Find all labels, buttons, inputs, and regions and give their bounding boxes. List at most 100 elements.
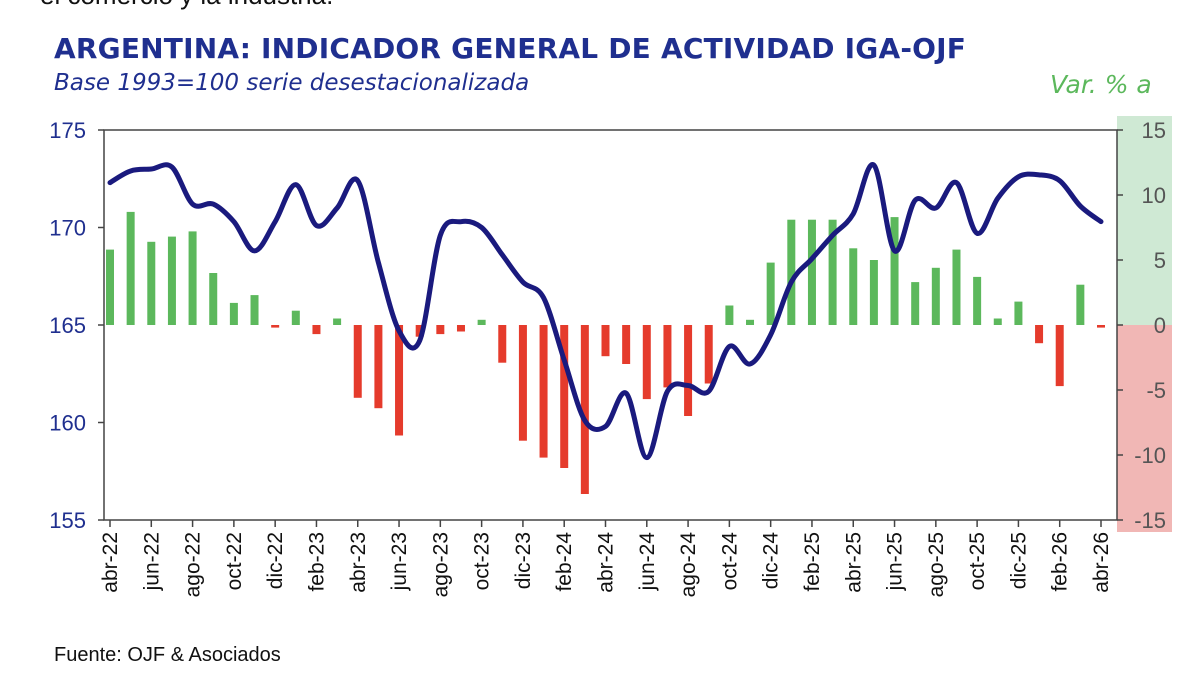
- x-axis-ticks: abr-22 jun-22 ago-22 oct-22 dic-22 feb-23 abr-…: [99, 520, 1113, 597]
- variation-bar: [539, 325, 548, 458]
- variation-bar: [993, 318, 1002, 325]
- variation-bar: [312, 325, 321, 335]
- variation-bar: [353, 325, 362, 398]
- variation-bar: [518, 325, 527, 441]
- x-axis-tick-label: abr-23: [347, 532, 370, 593]
- variation-bar: [642, 325, 651, 400]
- variation-bar: [167, 236, 176, 325]
- left-axis-tick-label: 155: [49, 508, 86, 533]
- x-axis-tick-label: jun-24: [636, 532, 659, 592]
- variation-bar: [291, 310, 300, 325]
- variation-bar: [766, 262, 775, 325]
- right-axis-ticks: 15 10 5 0 -5 -10 -15: [1117, 118, 1166, 533]
- x-axis-tick-label: oct-24: [718, 532, 741, 591]
- x-axis-tick-label: abr-24: [595, 532, 618, 593]
- left-axis-tick-label: 160: [49, 411, 86, 436]
- variation-bars: [106, 211, 1105, 494]
- activity-chart: 175 170 165 160 155 15 10 5 0 -5 -10 -15 abr-22 jun…: [49, 116, 1172, 597]
- variation-bar: [333, 318, 342, 325]
- right-axis-bands: [1117, 116, 1172, 532]
- variation-bar: [209, 273, 218, 325]
- right-axis-tick-label: -10: [1134, 443, 1166, 468]
- x-axis-tick-label: feb-25: [801, 532, 824, 592]
- right-axis-tick-label: 15: [1142, 118, 1166, 143]
- x-axis-tick-label: oct-23: [471, 532, 494, 590]
- variation-bar: [1035, 325, 1044, 344]
- variation-bar: [911, 282, 920, 325]
- x-axis-tick-label: ago-24: [677, 532, 700, 598]
- cropped-intro-text: el comercio y la industria.: [40, 0, 333, 11]
- variation-bar: [106, 249, 114, 325]
- x-axis-tick-label: jun-22: [140, 532, 163, 591]
- index-line-layer: [107, 162, 1104, 461]
- variation-bar: [415, 325, 424, 337]
- left-axis-tick-label: 175: [49, 118, 86, 143]
- variation-bar: [931, 267, 940, 325]
- right-axis-tick-label: -15: [1134, 508, 1166, 533]
- variation-bar: [828, 219, 837, 325]
- variation-bar: [1097, 325, 1105, 328]
- variation-bar: [622, 325, 631, 364]
- variation-bar: [477, 319, 486, 325]
- x-axis-tick-label: feb-26: [1049, 532, 1072, 592]
- right-axis-tick-label: -5: [1146, 378, 1166, 403]
- x-axis-tick-label: jun-25: [884, 532, 907, 591]
- variation-bar: [725, 305, 734, 325]
- right-axis-tick-label: 5: [1154, 248, 1166, 273]
- x-axis-tick-label: dic-23: [512, 532, 535, 589]
- left-axis-tick-label: 165: [49, 313, 86, 338]
- x-axis-tick-label: abr-26: [1090, 532, 1113, 593]
- x-axis-tick-label: ago-23: [429, 532, 452, 597]
- right-axis-title: Var. % a: [1050, 70, 1152, 99]
- variation-bar: [229, 302, 238, 325]
- variation-bar: [188, 231, 197, 325]
- variation-bar: [869, 260, 878, 325]
- variation-bar: [601, 325, 610, 357]
- variation-bar: [580, 325, 589, 494]
- variation-bar: [890, 217, 899, 325]
- left-axis-tick-label: 170: [49, 216, 86, 241]
- x-axis-tick-label: oct-22: [223, 532, 246, 590]
- variation-bar: [973, 276, 982, 325]
- variation-bar: [560, 325, 569, 468]
- variation-bar: [1076, 284, 1085, 325]
- x-axis-tick-label: jun-23: [388, 532, 411, 591]
- variation-bar: [126, 211, 135, 325]
- variation-bar: [952, 249, 961, 325]
- variation-bar: [704, 325, 713, 384]
- chart-title: ARGENTINA: INDICADOR GENERAL DE ACTIVIDA…: [54, 32, 967, 65]
- negative-band: [1117, 325, 1172, 532]
- left-axis-ticks: 175 170 165 160 155: [49, 118, 104, 533]
- source-note: Fuente: OJF & Asociados: [54, 644, 281, 666]
- variation-bar: [684, 325, 693, 416]
- variation-bar: [456, 325, 465, 332]
- x-axis-tick-label: abr-25: [842, 532, 865, 593]
- x-axis-tick-label: feb-24: [553, 532, 576, 592]
- variation-bar: [807, 219, 816, 325]
- variation-bar: [395, 325, 404, 436]
- right-axis-tick-label: 10: [1142, 183, 1166, 208]
- chart-subtitle: Base 1993=100 serie desestacionalizada: [54, 70, 530, 96]
- x-axis-tick-label: ago-22: [182, 532, 205, 597]
- x-axis-tick-label: abr-22: [99, 532, 122, 593]
- variation-bar: [663, 325, 672, 388]
- x-axis-tick-label: feb-23: [305, 532, 328, 592]
- x-axis-tick-label: ago-25: [925, 532, 948, 597]
- variation-bar: [374, 325, 383, 409]
- variation-bar: [1014, 301, 1023, 325]
- index-line: [107, 162, 1104, 461]
- variation-bar: [436, 325, 445, 335]
- variation-bar: [271, 325, 280, 328]
- x-axis-tick-label: dic-24: [760, 532, 783, 590]
- x-axis-tick-label: dic-25: [1007, 532, 1030, 589]
- x-axis-tick-label: dic-22: [264, 532, 287, 589]
- variation-bar: [250, 295, 259, 325]
- variation-bar: [1055, 325, 1064, 387]
- variation-bar: [147, 241, 156, 325]
- variation-bar: [746, 319, 755, 325]
- variation-bar: [498, 325, 507, 363]
- variation-bar: [849, 248, 858, 325]
- right-axis-tick-label: 0: [1154, 313, 1166, 338]
- x-axis-tick-label: oct-25: [966, 532, 989, 590]
- positive-band: [1117, 116, 1172, 325]
